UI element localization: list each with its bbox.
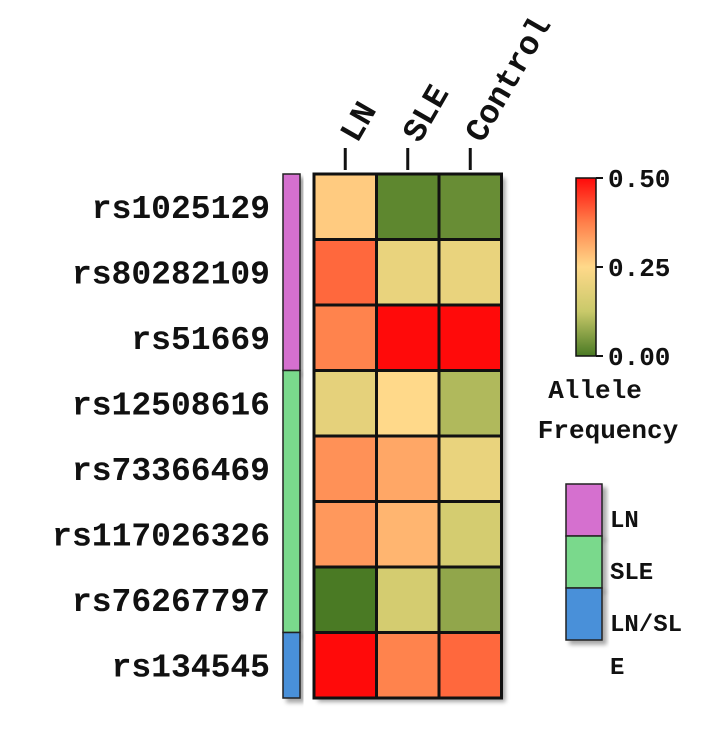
heatmap-cell xyxy=(437,172,503,241)
colorbar-tick-label: 0.50 xyxy=(608,165,670,195)
colorbar-tick-label: 0.00 xyxy=(608,343,670,373)
legend-swatch xyxy=(565,535,603,589)
group-legend: LN SLE LN/SL E xyxy=(565,483,682,682)
legend-label-continued: E xyxy=(610,655,624,682)
row-group-bar xyxy=(282,173,301,699)
legend-label: LN/SL xyxy=(610,612,682,639)
heatmap-cell xyxy=(312,369,378,438)
legend-label: LN xyxy=(610,508,639,535)
colorbar-title-line2: Frequency xyxy=(538,416,679,446)
column-label: LN xyxy=(334,96,386,149)
row-label: rs134545 xyxy=(112,649,270,686)
row-label: rs1025129 xyxy=(92,191,270,228)
heatmap-cells xyxy=(312,172,503,700)
heatmap-cell xyxy=(437,434,503,503)
heatmap-cell xyxy=(312,565,378,634)
heatmap-cell xyxy=(375,500,441,569)
heatmap-cell xyxy=(312,238,378,307)
legend-swatch xyxy=(565,587,603,641)
row-group-segment xyxy=(282,631,301,699)
row-label: rs51669 xyxy=(131,322,270,359)
row-group-segment xyxy=(282,173,301,372)
heatmap-cell xyxy=(312,303,378,372)
heatmap-cell xyxy=(437,500,503,569)
heatmap-cell xyxy=(375,369,441,438)
heatmap-cell xyxy=(375,238,441,307)
heatmap-cell xyxy=(312,631,378,700)
legend-swatch xyxy=(565,483,603,537)
column-label: SLE xyxy=(396,79,458,149)
heatmap-cell xyxy=(375,565,441,634)
column-label: Control xyxy=(459,10,560,149)
legend-label: SLE xyxy=(610,560,653,587)
row-label: rs73366469 xyxy=(72,453,270,490)
row-group-segment xyxy=(282,369,301,634)
heatmap-cell xyxy=(312,172,378,241)
heatmap-cell xyxy=(437,369,503,438)
heatmap-cell xyxy=(312,434,378,503)
colorbar-title-line1: Allele xyxy=(548,376,642,406)
row-label: rs12508616 xyxy=(72,387,270,424)
heatmap-cell xyxy=(437,631,503,700)
heatmap-cell xyxy=(375,303,441,372)
row-label: rs117026326 xyxy=(52,518,270,555)
heatmap-cell xyxy=(437,303,503,372)
row-labels: rs1025129 rs80282109 rs51669 rs12508616 rs73… xyxy=(52,191,270,687)
colorbar-gradient xyxy=(575,177,597,357)
row-label: rs80282109 xyxy=(72,256,270,293)
heatmap-cell xyxy=(375,631,441,700)
row-label: rs76267797 xyxy=(72,584,270,621)
heatmap-cell xyxy=(312,500,378,569)
heatmap-cell xyxy=(375,434,441,503)
heatmap-cell xyxy=(437,238,503,307)
colorbar-tick-label: 0.25 xyxy=(608,254,670,284)
heatmap-cell xyxy=(437,565,503,634)
column-labels: LN SLE Control xyxy=(334,10,560,170)
heatmap-cell xyxy=(375,172,441,241)
